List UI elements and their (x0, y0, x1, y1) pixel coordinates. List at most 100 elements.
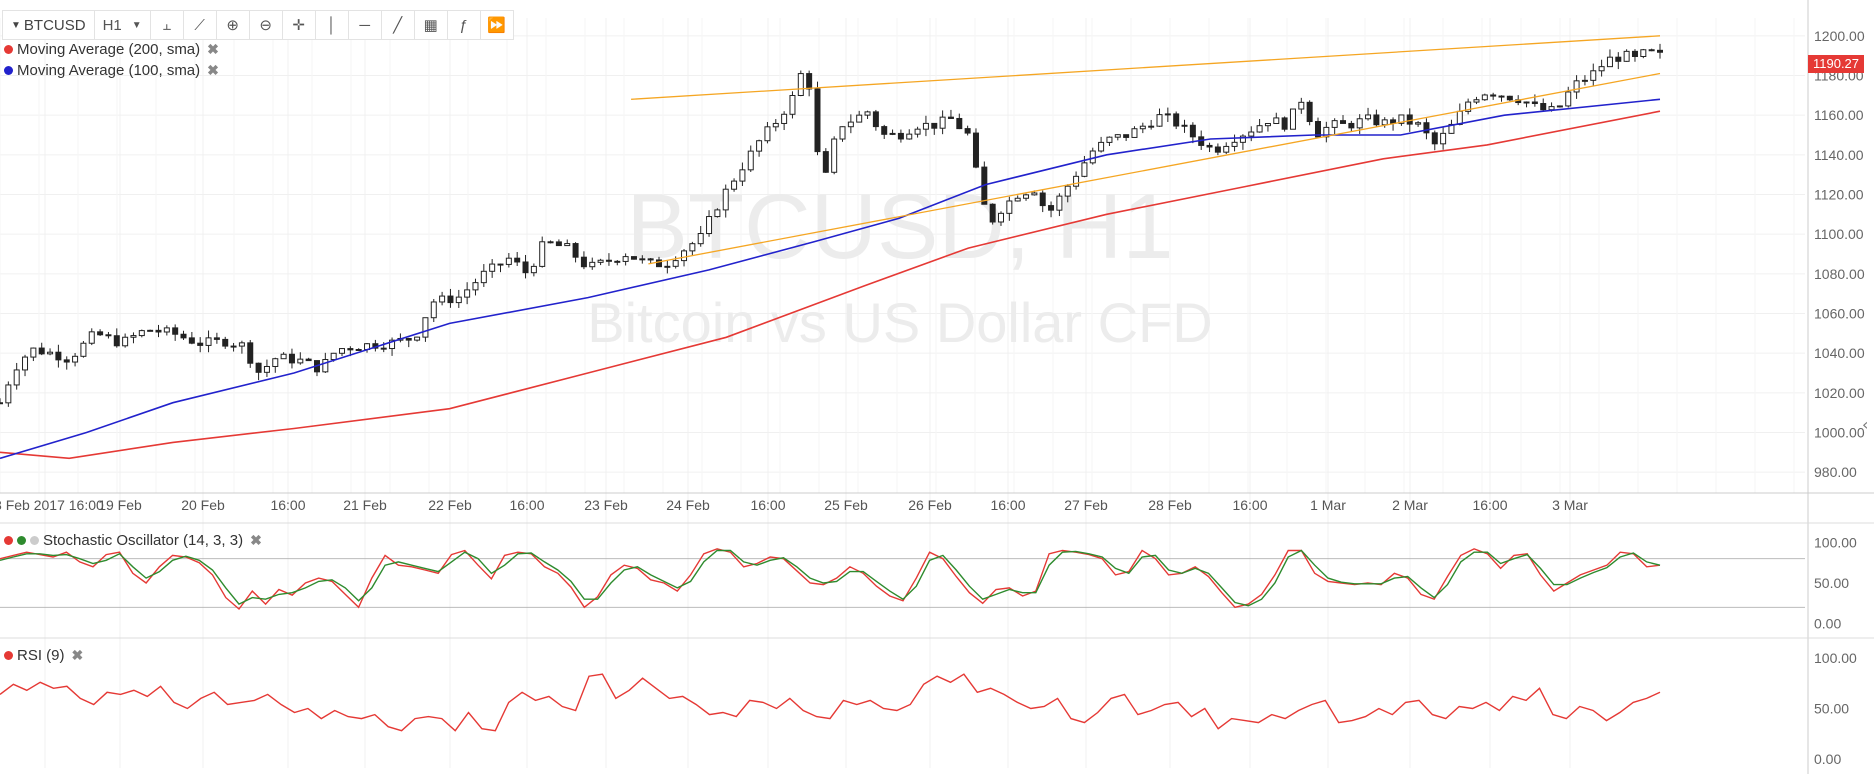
candle-body (1314, 121, 1321, 138)
candle-body (1273, 117, 1280, 125)
remove-rsi-icon[interactable]: ✖ (71, 647, 84, 663)
candle-body (1206, 144, 1213, 148)
y-tick-label: 100.00 (1814, 534, 1857, 550)
candle-body (1256, 125, 1263, 133)
x-tick-label: 23 Feb (584, 497, 628, 513)
candle-body (1048, 205, 1055, 211)
candle-body (180, 333, 187, 339)
trend-line-button[interactable]: ╱ (380, 10, 415, 40)
remove-stochastic-icon[interactable]: ✖ (250, 532, 262, 548)
symbol-button[interactable]: ▼ BTCUSD (2, 10, 95, 40)
stoch-d-dot (17, 536, 26, 545)
candle-body (706, 216, 713, 235)
candle-body (255, 362, 262, 373)
candle-body (1598, 66, 1605, 72)
candle-body (205, 337, 212, 346)
candle-body (1181, 124, 1188, 127)
candle-body (1023, 194, 1030, 199)
candle-body (1523, 101, 1530, 104)
candle-body (714, 209, 721, 218)
candle-body (572, 243, 579, 258)
candle-body (472, 282, 479, 291)
candle-body (622, 256, 629, 262)
candle-body (405, 337, 412, 341)
vertical-line-button[interactable]: │ (314, 10, 349, 40)
candle-body (1465, 101, 1472, 112)
candle-body (672, 260, 679, 267)
candle-body (839, 126, 846, 140)
candle-body (1340, 120, 1347, 124)
bar-style-button[interactable]: ⫠ (149, 10, 184, 40)
x-tick-label: 25 Feb (824, 497, 868, 513)
candle-body (147, 329, 154, 332)
y-tick-label: 1020.00 (1814, 385, 1865, 401)
stoch-level-dot (30, 536, 39, 545)
candle-body (172, 327, 179, 335)
candle-body (605, 259, 612, 262)
indicators-icon: ⟋ (194, 16, 205, 34)
symbol-label: BTCUSD (23, 16, 86, 34)
candle-body (664, 265, 671, 268)
candle-body (972, 132, 979, 168)
ma200-dot (4, 45, 13, 54)
remove-ma100-icon[interactable]: ✖ (207, 62, 219, 78)
function-button[interactable]: ƒ (446, 10, 481, 40)
x-tick-label: 1 Mar (1310, 497, 1346, 513)
stochastic-plot (0, 548, 1805, 611)
candle-body (280, 353, 287, 360)
candle-body (1648, 49, 1655, 52)
indicators-button[interactable]: ⟋ (182, 10, 217, 40)
candle-body (630, 256, 637, 260)
candle-body (480, 270, 487, 284)
candle-body (97, 331, 104, 336)
overlay-moving-average-200-sma- (0, 110, 1661, 460)
candle-body (105, 334, 112, 337)
candle-body (63, 359, 70, 363)
candle-body (1298, 101, 1305, 110)
candle-body (1306, 101, 1313, 123)
candle-body (72, 355, 79, 363)
candle-body (822, 151, 829, 173)
candle-body (1490, 94, 1497, 97)
candle-body (1073, 175, 1080, 187)
candle-body (797, 73, 804, 96)
horizontal-line-icon: ─ (359, 16, 370, 34)
crosshair-button[interactable]: ✛ (281, 10, 316, 40)
x-tick-label: 2 Mar (1392, 497, 1428, 513)
candle-body (906, 133, 913, 140)
zoom-out-icon: ⊖ (259, 17, 272, 34)
candle-body (856, 114, 863, 123)
candle-body (447, 295, 454, 304)
vertical-line-icon: │ (326, 16, 337, 34)
candle-body (931, 122, 938, 129)
remove-ma200-icon[interactable]: ✖ (207, 41, 219, 57)
y-tick-label: 1160.00 (1814, 107, 1864, 123)
zoom-out-button[interactable]: ⊖ (248, 10, 283, 40)
fibonacci-button[interactable]: ▦ (413, 10, 448, 40)
x-tick-label: 21 Feb (343, 497, 387, 513)
zoom-in-button[interactable]: ⊕ (215, 10, 250, 40)
candle-body (1056, 195, 1063, 211)
y-tick-label: 1040.00 (1814, 345, 1865, 361)
candle-body (689, 243, 696, 252)
candle-body (881, 126, 888, 135)
candle-body (305, 358, 312, 362)
candle-body (288, 353, 295, 364)
candle-body (430, 301, 437, 319)
candle-body (655, 259, 662, 268)
bar-style-icon: ⫠ (162, 16, 172, 34)
candle-body (1556, 105, 1563, 108)
x-tick-label: 3 Mar (1552, 497, 1588, 513)
candle-body (1064, 185, 1071, 197)
legend-stochastic-label: Stochastic Oscillator (14, 3, 3) (43, 532, 244, 549)
candle-body (831, 138, 838, 173)
candle-body (263, 365, 270, 373)
fast-forward-button[interactable]: ⏩ (479, 10, 514, 40)
candle-body (1348, 122, 1355, 129)
candle-body (614, 260, 621, 263)
candle-body (347, 348, 354, 351)
interval-select[interactable]: H1 ▼ (93, 10, 151, 40)
horizontal-line-button[interactable]: ─ (347, 10, 382, 40)
